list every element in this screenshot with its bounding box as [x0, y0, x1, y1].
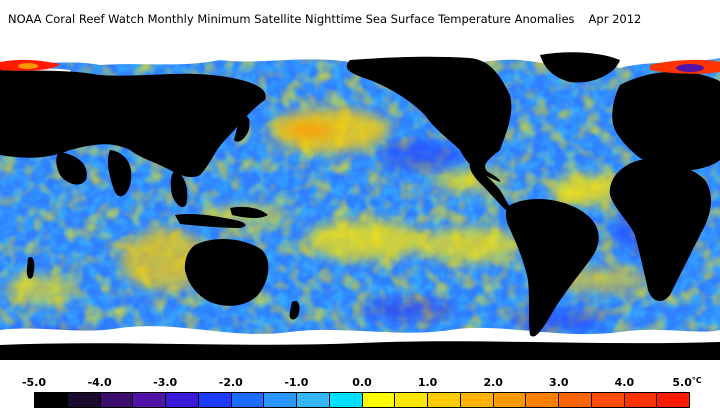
japan	[234, 115, 250, 142]
colorbar-swatch-5	[198, 393, 232, 407]
colorbar-tick-label: 5.0°C	[672, 376, 702, 389]
africa	[609, 159, 712, 302]
colorbar-tick-label: 2.0	[483, 376, 503, 389]
colorbar-tick-label: -4.0	[87, 376, 112, 389]
colorbar-tick-label: -5.0	[21, 376, 47, 389]
eurasia	[612, 71, 720, 171]
colorbar-tick-label: 1.0	[417, 376, 438, 389]
colorbar-swatch-17	[591, 393, 625, 407]
colorbar-swatch-18	[624, 393, 658, 407]
colorbar-swatch-9	[329, 393, 363, 407]
colorbar-tick-label: -2.0	[218, 376, 243, 389]
land	[0, 52, 720, 360]
indochina	[170, 170, 188, 207]
colorbar-swatch-4	[166, 393, 199, 407]
colorbar-tick-label: -3.0	[153, 376, 178, 389]
colorbar-swatch-14	[493, 393, 527, 407]
title-date: Apr 2012	[588, 12, 642, 26]
colorbar-swatch-0	[35, 393, 68, 407]
colorbar-tick-label: -1.0	[284, 376, 309, 389]
colorbar-swatch-7	[264, 393, 297, 407]
new-zealand	[289, 300, 300, 320]
colorbar-swatch-6	[231, 393, 265, 407]
colorbar-tick-label: 4.0	[614, 376, 635, 389]
colorbar-swatch-15	[526, 393, 559, 407]
asia-west	[0, 70, 266, 178]
colorbar-swatch-3	[133, 393, 166, 407]
south-america	[505, 198, 599, 337]
colorbar-unit: °C	[691, 376, 702, 385]
india	[107, 150, 132, 197]
antarctica	[0, 341, 720, 360]
colorbar-swatch-10	[362, 393, 396, 407]
title-text: NOAA Coral Reef Watch Monthly Minimum Sa…	[8, 12, 575, 26]
colorbar	[34, 392, 690, 408]
colorbar-swatch-12	[428, 393, 461, 407]
colorbar-swatch-11	[395, 393, 428, 407]
colorbar-ticks: -5.0 -4.0 -3.0 -2.0 -1.0 0.0 1.0 2.0 3.0 4.0 5.0°C	[0, 376, 720, 392]
north-america	[346, 56, 512, 182]
central-america	[469, 162, 512, 212]
colorbar-swatch-16	[559, 393, 592, 407]
map-title: NOAA Coral Reef Watch Monthly Minimum Sa…	[0, 12, 720, 26]
colorbar-swatch-13	[460, 393, 494, 407]
greenland	[540, 52, 620, 83]
colorbar-swatch-19	[657, 393, 689, 407]
new-guinea	[230, 206, 268, 219]
madagascar	[26, 257, 35, 279]
australia	[184, 238, 269, 306]
colorbar-tick-label: 3.0	[549, 376, 569, 389]
indonesia	[175, 213, 246, 228]
sst-anomaly-map	[0, 40, 720, 360]
colorbar-swatch-8	[297, 393, 330, 407]
arctic-hot-spots	[0, 59, 720, 74]
colorbar-swatch-2	[100, 393, 134, 407]
colorbar-swatch-1	[67, 393, 101, 407]
arabia	[56, 152, 87, 185]
colorbar-tick-label: 0.0	[352, 376, 372, 389]
